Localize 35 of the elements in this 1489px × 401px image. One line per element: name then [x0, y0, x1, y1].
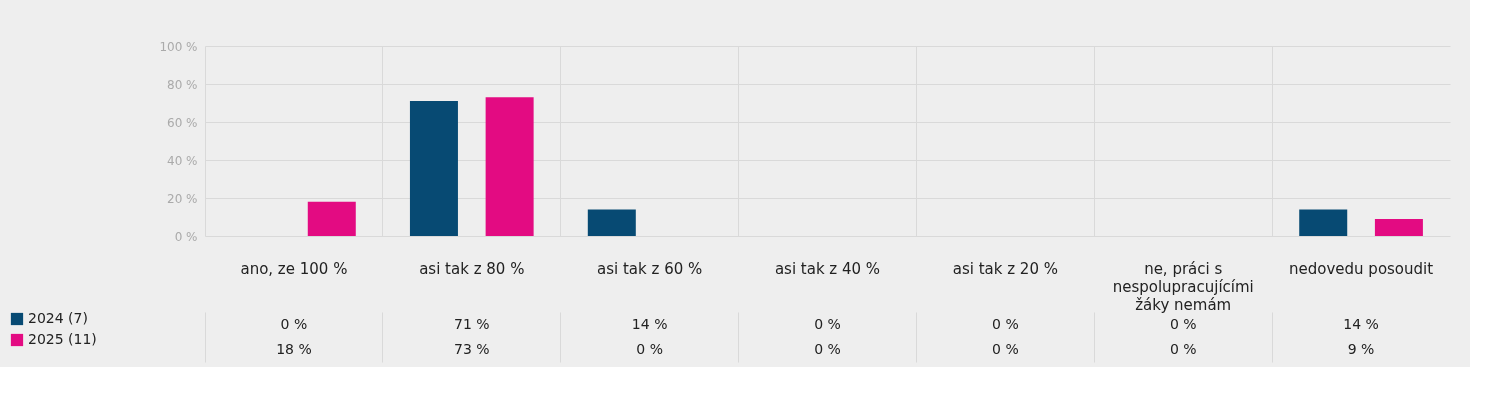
x-tick-label: asi tak z 40 % — [774, 259, 881, 278]
bar — [409, 101, 458, 236]
data-label: 73 % — [454, 340, 490, 357]
y-tick-label: 80 % — [167, 77, 198, 92]
data-label: 0 % — [636, 340, 663, 357]
data-label: 0 % — [280, 315, 308, 332]
bar — [587, 209, 636, 236]
x-tick-label: nedovedu posoudit — [1289, 259, 1434, 278]
x-tick-label: asi tak z 60 % — [597, 259, 703, 278]
data-label: 14 % — [1343, 315, 1379, 332]
data-label: 0 % — [992, 315, 1019, 332]
bar — [1374, 218, 1423, 236]
bar — [1299, 209, 1348, 236]
legend-label: 2024 (7) — [28, 310, 88, 326]
y-tick-label: 60 % — [167, 115, 198, 130]
data-label: 18 % — [276, 340, 312, 357]
x-tick-label: asi tak z 80 % — [419, 259, 525, 278]
bar — [307, 201, 356, 236]
data-label: 0 % — [1169, 315, 1197, 332]
bar — [485, 97, 534, 236]
y-tick-label: 20 % — [167, 191, 198, 206]
data-label: 0 % — [814, 340, 841, 357]
x-tick-label: ne, práci s nespolupracujícími žáky nemám — [1112, 259, 1254, 314]
data-label: 14 % — [631, 315, 668, 332]
y-tick-label: 0 % — [174, 229, 198, 244]
data-label: 0 % — [814, 315, 841, 332]
y-tick-label: 40 % — [167, 153, 198, 168]
legend-label: 2025 (11) — [28, 331, 97, 347]
data-label: 0 % — [992, 340, 1019, 357]
data-label: 9 % — [1347, 340, 1375, 357]
data-label: 71 % — [454, 315, 490, 332]
x-tick-label: asi tak z 20 % — [952, 259, 1058, 278]
y-tick-label: 100 % — [159, 39, 198, 54]
x-tick-label: ano, ze 100 % — [240, 259, 348, 278]
data-label: 0 % — [1169, 340, 1197, 357]
